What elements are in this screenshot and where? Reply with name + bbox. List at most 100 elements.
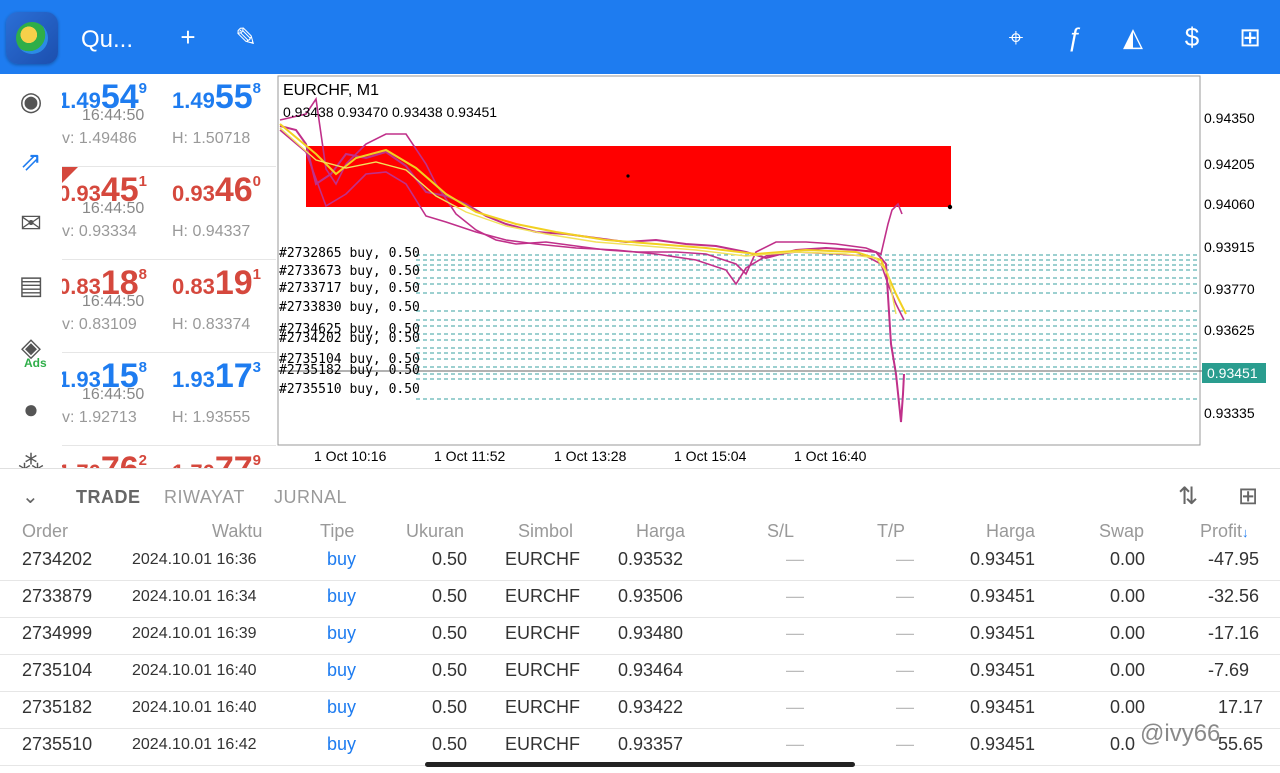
watermark: @ivy66	[1140, 720, 1221, 747]
cell-symbol: EURCHF	[505, 734, 580, 754]
header-price[interactable]: Harga	[636, 521, 686, 541]
cell-price: 0.93532	[618, 549, 684, 569]
cell-symbol: EURCHF	[505, 660, 580, 680]
cell-cur-price: 0.93451	[970, 586, 1036, 606]
y-tick-label: 0.94350	[1204, 110, 1255, 126]
collapse-chevron-icon[interactable]: ⌄	[22, 486, 39, 508]
cell-tp: —	[896, 586, 914, 606]
order-line-label[interactable]: #2735510 buy, 0.50	[279, 382, 420, 397]
quote-row[interactable]: 0.93451 0.93460 16:44:50 v: 0.93334 H: 0…	[62, 167, 276, 260]
cell-cur-price: 0.93451	[970, 660, 1036, 680]
x-tick-label: 1 Oct 11:52	[434, 448, 506, 464]
header-size[interactable]: Ukuran	[406, 521, 465, 541]
app-title[interactable]: Qu...	[81, 26, 134, 53]
header-profit[interactable]: Profit↓	[1200, 521, 1249, 541]
table-row[interactable]: 2734999 2024.10.01 16:39 buy 0.50 EURCHF 0.93…	[0, 618, 1280, 655]
cell-tp: —	[896, 660, 914, 680]
cell-profit: -17.16	[1208, 623, 1260, 643]
order-line-label[interactable]: #2733673 buy, 0.50	[279, 264, 420, 279]
header-symbol[interactable]: Simbol	[518, 521, 574, 541]
mail-icon[interactable]: ✉	[20, 208, 42, 238]
quote-row[interactable]: 1.70762 1.70779	[62, 446, 276, 468]
header-tp[interactable]: T/P	[877, 521, 906, 541]
header-swap[interactable]: Swap	[1099, 521, 1145, 541]
cell-type: buy	[327, 549, 357, 569]
header-type[interactable]: Tipe	[320, 521, 355, 541]
cell-time: 2024.10.01 16:42	[132, 736, 257, 753]
indicators-icon[interactable]: ƒ	[1066, 22, 1082, 52]
quote-row[interactable]: 1.49549 1.49558 16:44:50 v: 1.49486 H: 1…	[62, 74, 276, 167]
y-tick-label: 0.93625	[1204, 322, 1255, 338]
table-row[interactable]: 2734202 2024.10.01 16:36 buy 0.50 EURCHF 0.93…	[0, 544, 1280, 581]
chart-canvas[interactable]	[276, 74, 1280, 468]
cell-type: buy	[327, 660, 357, 680]
tab-trade[interactable]: TRADE	[76, 487, 141, 507]
current-price-tag: 0.93451	[1202, 363, 1266, 383]
y-tick-label: 0.93770	[1204, 281, 1255, 297]
app-logo-icon[interactable]	[6, 12, 58, 64]
new-document-icon[interactable]: ⊞	[1239, 22, 1261, 52]
order-line-label[interactable]: #2734202 buy, 0.50	[279, 331, 420, 346]
cell-profit: 17.17	[1218, 697, 1264, 717]
order-line-label[interactable]: #2735182 buy, 0.50	[279, 363, 420, 378]
crosshair-icon[interactable]: ⌖	[1008, 22, 1024, 52]
cell-swap: 0.0	[1110, 734, 1136, 754]
tab-history[interactable]: RIWAYAT	[164, 487, 245, 507]
table-row[interactable]: 2735510 2024.10.01 16:42 buy 0.50 EURCHF 0.93…	[0, 729, 1280, 766]
quote-high: H: 1.50718	[172, 130, 251, 147]
cell-sl: —	[786, 697, 804, 717]
table-row[interactable]: 2735182 2024.10.01 16:40 buy 0.50 EURCHF 0.93…	[0, 692, 1280, 729]
cell-type: buy	[327, 734, 357, 754]
add-symbol-icon[interactable]: +	[180, 22, 196, 52]
cell-order: 2734999	[22, 623, 93, 643]
ask-price: 1.70779	[172, 450, 261, 468]
bid-price: 1.70762	[62, 450, 147, 468]
header-current-price[interactable]: Harga	[986, 521, 1036, 541]
cell-tp: —	[896, 623, 914, 643]
order-line-label[interactable]: #2732865 buy, 0.50	[279, 246, 420, 261]
quote-time: 16:44:50	[82, 386, 145, 403]
cell-sl: —	[786, 660, 804, 680]
sort-icon[interactable]: ⇅	[1178, 483, 1199, 510]
cell-tp: —	[896, 734, 914, 754]
cell-size: 0.50	[432, 623, 468, 643]
x-tick-label: 1 Oct 15:04	[674, 448, 747, 464]
quotes-list: 1.49549 1.49558 16:44:50 v: 1.49486 H: 1…	[62, 74, 276, 468]
price-chart[interactable]: EURCHF, M1 0.93438 0.93470 0.93438 0.934…	[276, 74, 1280, 468]
order-line-label[interactable]: #2735104 buy, 0.50	[279, 352, 420, 367]
ads-label: Ads	[24, 356, 47, 370]
news-icon[interactable]: ▤	[18, 270, 44, 300]
order-line-label[interactable]: #2733717 buy, 0.50	[279, 281, 420, 296]
y-tick-label: 0.93335	[1204, 405, 1255, 421]
table-row[interactable]: 2733879 2024.10.01 16:34 buy 0.50 EURCHF 0.93…	[0, 581, 1280, 618]
quote-row[interactable]: 1.93158 1.93173 16:44:50 v: 1.92713 H: 1…	[62, 353, 276, 446]
top-app-bar: Qu... + ✎ ⌖ ƒ ◭ $ ⊞	[0, 0, 1280, 74]
new-order-dollar-icon[interactable]: $	[1184, 22, 1200, 52]
home-indicator[interactable]	[425, 762, 855, 767]
cell-cur-price: 0.93451	[970, 697, 1036, 717]
cell-profit: -32.56	[1208, 586, 1260, 606]
account-icon[interactable]: ◉	[19, 86, 43, 116]
header-order[interactable]: Order	[22, 521, 69, 541]
community-icon[interactable]: ⁂	[18, 450, 44, 468]
cell-cur-price: 0.93451	[970, 734, 1036, 754]
cell-swap: 0.00	[1110, 697, 1146, 717]
new-order-icon[interactable]: ⊞	[1238, 483, 1259, 510]
ads-icon[interactable]: ◈	[21, 332, 41, 362]
tab-journal[interactable]: JURNAL	[274, 487, 348, 507]
cell-price: 0.93422	[618, 697, 684, 717]
quote-time: 16:44:50	[82, 293, 145, 310]
table-row[interactable]: 2735104 2024.10.01 16:40 buy 0.50 EURCHF 0.93…	[0, 655, 1280, 692]
trade-arrows-icon[interactable]: ⇗	[20, 146, 42, 176]
cell-sl: —	[786, 549, 804, 569]
cell-order: 2735182	[22, 697, 93, 717]
chat-icon[interactable]: ●	[23, 394, 39, 424]
quote-row[interactable]: 0.83188 0.83191 16:44:50 v: 0.83109 H: 0…	[62, 260, 276, 353]
order-line-label[interactable]: #2733830 buy, 0.50	[279, 300, 420, 315]
header-time[interactable]: Waktu	[212, 521, 263, 541]
quote-high: H: 0.83374	[172, 316, 251, 333]
order-line-label[interactable]: #2734625 buy, 0.50	[279, 322, 420, 337]
header-sl[interactable]: S/L	[767, 521, 795, 541]
edit-pencil-icon[interactable]: ✎	[235, 22, 257, 52]
objects-icon[interactable]: ◭	[1123, 22, 1143, 52]
